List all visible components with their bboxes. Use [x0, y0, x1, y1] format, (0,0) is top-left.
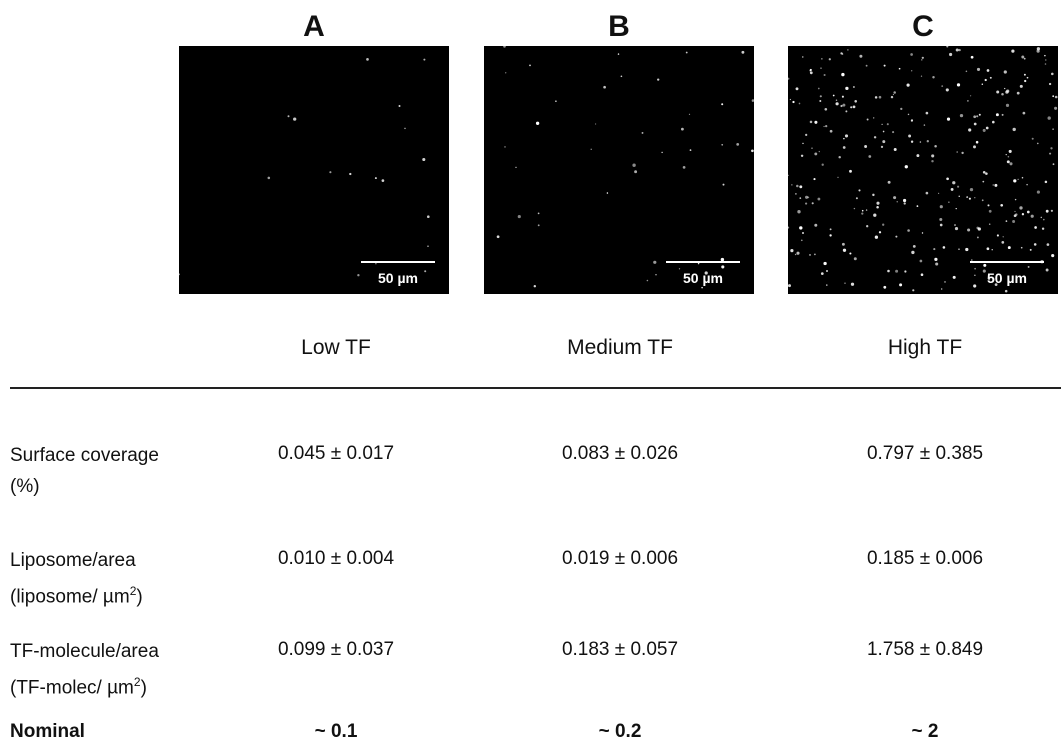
row-label: TF-molecule/area (TF-molec/ µm2): [10, 636, 159, 703]
text: 50 µm: [378, 270, 418, 286]
text: (TF-molec/ µm: [10, 677, 134, 699]
label-line: (TF-molec/ µm2): [10, 667, 159, 703]
label-line: Liposome/area: [10, 545, 143, 576]
text: Liposome/area: [10, 550, 136, 571]
text: ): [140, 677, 147, 699]
cell-value: 0.797 ± 0.385: [866, 443, 984, 464]
cell-value: 0.019 ± 0.006: [561, 548, 679, 569]
text: 50 µm: [987, 270, 1027, 286]
cell-value: 0.185 ± 0.006: [866, 548, 984, 569]
nominal-value: ~ 0.2: [598, 721, 642, 742]
text: 50 µm: [683, 270, 723, 286]
scale-line: [361, 261, 435, 263]
nominal-value: ~ 2: [911, 721, 939, 742]
panel-letter: A: [303, 10, 325, 43]
speckles: [496, 46, 754, 289]
text: (%): [10, 476, 40, 497]
row-label: Surface coverage (%): [10, 440, 159, 502]
label-line: Surface coverage: [10, 440, 159, 471]
speckles: [788, 46, 1058, 293]
micrograph: 50 µm: [484, 46, 754, 294]
condition-label: Medium TF: [567, 336, 673, 359]
row-label: Liposome/area (liposome/ µm2): [10, 545, 143, 612]
cell-value: 0.083 ± 0.026: [561, 443, 679, 464]
scale-bar: 50 µm: [666, 261, 740, 286]
label-line: (liposome/ µm2): [10, 576, 143, 612]
text: TF-molecule/area: [10, 641, 159, 662]
nominal-label: Nominal: [10, 721, 85, 742]
panel-letter: B: [608, 10, 630, 43]
scale-bar: 50 µm: [361, 261, 435, 286]
cell-value: 0.099 ± 0.037: [277, 639, 395, 660]
panel-letter: C: [912, 10, 934, 43]
speckles: [179, 58, 430, 277]
cell-value: 0.045 ± 0.017: [277, 443, 395, 464]
scale-line: [666, 261, 740, 263]
micrograph: 50 µm: [788, 46, 1058, 294]
text: (liposome/ µm: [10, 586, 130, 608]
label-line: (%): [10, 471, 159, 502]
text: Surface coverage: [10, 445, 159, 466]
cell-value: 1.758 ± 0.849: [866, 639, 984, 660]
divider: [10, 387, 1061, 389]
scale-bar: 50 µm: [970, 261, 1044, 286]
nominal-value: ~ 0.1: [314, 721, 358, 742]
text: ): [136, 586, 143, 608]
cell-value: 0.183 ± 0.057: [561, 639, 679, 660]
micrograph: 50 µm: [179, 46, 449, 294]
condition-label: High TF: [887, 336, 963, 359]
label-line: TF-molecule/area: [10, 636, 159, 667]
cell-value: 0.010 ± 0.004: [277, 548, 395, 569]
text: 2: [129, 584, 137, 598]
text: 2: [133, 675, 141, 689]
scale-line: [970, 261, 1044, 263]
condition-label: Low TF: [301, 336, 371, 359]
